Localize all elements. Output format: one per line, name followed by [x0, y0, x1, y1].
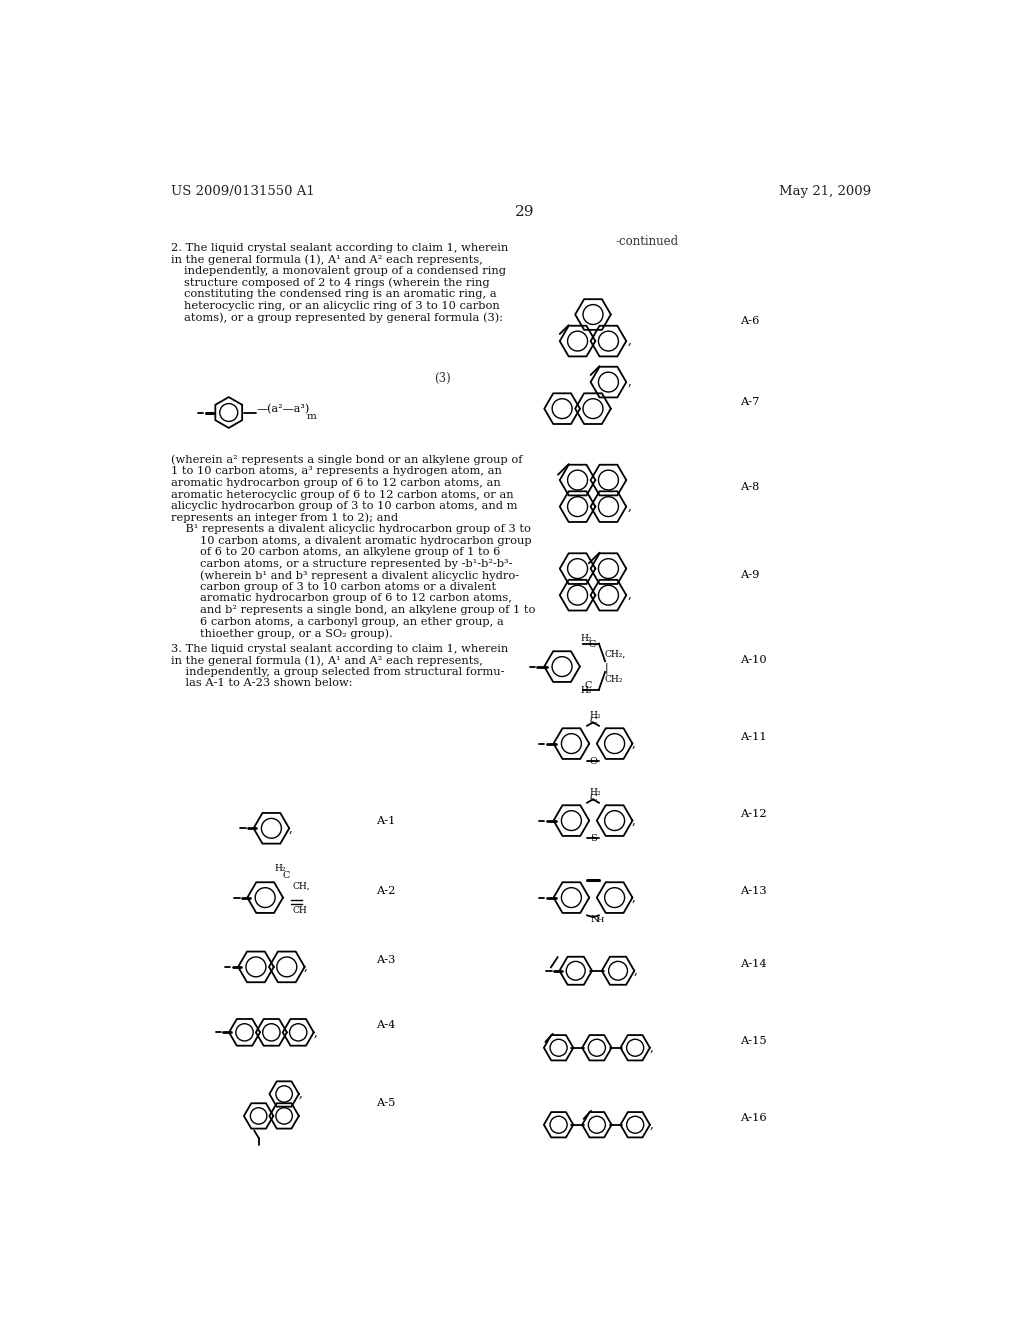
Text: represents an integer from 1 to 2); and: represents an integer from 1 to 2); and [171, 512, 397, 523]
Text: A-9: A-9 [740, 570, 760, 579]
Text: H₂: H₂ [590, 711, 601, 719]
Text: May 21, 2009: May 21, 2009 [779, 185, 871, 198]
Text: A-13: A-13 [740, 886, 767, 896]
Text: A-6: A-6 [740, 315, 760, 326]
Text: CH₂: CH₂ [604, 675, 623, 684]
Text: ,: , [289, 821, 292, 834]
Text: independently, a monovalent group of a condensed ring: independently, a monovalent group of a c… [183, 267, 506, 276]
Text: 1 to 10 carbon atoms, a³ represents a hydrogen atom, an: 1 to 10 carbon atoms, a³ represents a hy… [171, 466, 502, 477]
Text: H₂: H₂ [590, 788, 601, 797]
Text: heterocyclic ring, or an alicyclic ring of 3 to 10 carbon: heterocyclic ring, or an alicyclic ring … [183, 301, 500, 310]
Text: ,: , [632, 813, 636, 826]
Text: 2. The liquid crystal sealant according to claim 1, wherein: 2. The liquid crystal sealant according … [171, 243, 508, 253]
Text: B¹ represents a divalent alicyclic hydrocarbon group of 3 to: B¹ represents a divalent alicyclic hydro… [171, 524, 530, 535]
Text: ,: , [304, 960, 307, 973]
Text: C: C [590, 795, 597, 803]
Text: ,: , [649, 1041, 653, 1053]
Text: A-8: A-8 [740, 482, 760, 491]
Text: CH₂,: CH₂, [604, 649, 626, 659]
Text: ,: , [628, 334, 632, 347]
Text: S: S [590, 834, 597, 843]
Text: —(a²—a³): —(a²—a³) [257, 404, 310, 414]
Text: (wherein a² represents a single bond or an alkylene group of: (wherein a² represents a single bond or … [171, 455, 522, 466]
Text: A-1: A-1 [376, 817, 395, 826]
Text: (wherein b¹ and b³ represent a divalent alicyclic hydro-: (wherein b¹ and b³ represent a divalent … [171, 570, 519, 581]
Text: A-2: A-2 [376, 886, 395, 896]
Text: H₂: H₂ [581, 686, 592, 696]
Text: aromatic hydrocarbon group of 6 to 12 carbon atoms, an: aromatic hydrocarbon group of 6 to 12 ca… [171, 478, 501, 488]
Text: thioether group, or a SO₂ group).: thioether group, or a SO₂ group). [171, 628, 392, 639]
Text: and b² represents a single bond, an alkylene group of 1 to: and b² represents a single bond, an alky… [171, 605, 535, 615]
Text: 3. The liquid crystal sealant according to claim 1, wherein: 3. The liquid crystal sealant according … [171, 644, 508, 653]
Text: las A-1 to A-23 shown below:: las A-1 to A-23 shown below: [171, 678, 352, 688]
Text: 6 carbon atoms, a carbonyl group, an ether group, a: 6 carbon atoms, a carbonyl group, an eth… [171, 616, 504, 627]
Text: constituting the condensed ring is an aromatic ring, a: constituting the condensed ring is an ar… [183, 289, 497, 300]
Text: of 6 to 20 carbon atoms, an alkylene group of 1 to 6: of 6 to 20 carbon atoms, an alkylene gro… [171, 548, 500, 557]
Text: alicyclic hydrocarbon group of 3 to 10 carbon atoms, and m: alicyclic hydrocarbon group of 3 to 10 c… [171, 502, 517, 511]
Text: H₂: H₂ [581, 634, 592, 643]
Text: O: O [590, 756, 598, 766]
Text: H: H [597, 916, 604, 924]
Text: ,: , [628, 375, 632, 388]
Text: independently, a group selected from structural formu-: independently, a group selected from str… [171, 667, 504, 677]
Text: A-10: A-10 [740, 655, 767, 665]
Text: (3): (3) [434, 372, 451, 384]
Text: N: N [591, 915, 599, 924]
Text: |: | [604, 663, 608, 673]
Text: 10 carbon atoms, a divalent aromatic hydrocarbon group: 10 carbon atoms, a divalent aromatic hyd… [171, 536, 531, 545]
Text: ,: , [628, 500, 632, 512]
Text: ,: , [298, 1088, 302, 1100]
Text: A-12: A-12 [740, 809, 767, 818]
Text: CH,: CH, [293, 882, 310, 891]
Text: C: C [590, 717, 597, 726]
Text: 29: 29 [515, 205, 535, 219]
Text: H₂: H₂ [274, 865, 287, 873]
Text: m: m [306, 412, 316, 421]
Text: carbon atoms, or a structure represented by -b¹-b²-b³-: carbon atoms, or a structure represented… [171, 558, 512, 569]
Text: ,: , [634, 964, 638, 977]
Text: ,: , [632, 737, 636, 750]
Text: A-15: A-15 [740, 1036, 767, 1045]
Text: structure composed of 2 to 4 rings (wherein the ring: structure composed of 2 to 4 rings (wher… [183, 277, 489, 288]
Text: C: C [588, 640, 595, 649]
Text: in the general formula (1), A¹ and A² each represents,: in the general formula (1), A¹ and A² ea… [171, 655, 482, 665]
Text: A-4: A-4 [376, 1020, 395, 1031]
Text: C: C [585, 681, 592, 690]
Text: US 2009/0131550 A1: US 2009/0131550 A1 [171, 185, 314, 198]
Text: ,: , [313, 1026, 317, 1039]
Text: A-16: A-16 [740, 1113, 767, 1123]
Text: aromatic heterocyclic group of 6 to 12 carbon atoms, or an: aromatic heterocyclic group of 6 to 12 c… [171, 490, 513, 499]
Text: carbon group of 3 to 10 carbon atoms or a divalent: carbon group of 3 to 10 carbon atoms or … [171, 582, 496, 591]
Text: in the general formula (1), A¹ and A² each represents,: in the general formula (1), A¹ and A² ea… [171, 255, 482, 265]
Text: A-11: A-11 [740, 731, 767, 742]
Text: -continued: -continued [615, 235, 679, 248]
Text: A-14: A-14 [740, 958, 767, 969]
Text: atoms), or a group represented by general formula (3):: atoms), or a group represented by genera… [183, 313, 503, 323]
Text: A-7: A-7 [740, 397, 760, 407]
Text: ,: , [649, 1118, 653, 1131]
Text: A-5: A-5 [376, 1097, 395, 1107]
Text: C: C [282, 871, 290, 880]
Text: A-3: A-3 [376, 956, 395, 965]
Text: CH: CH [293, 906, 307, 915]
Text: aromatic hydrocarbon group of 6 to 12 carbon atoms,: aromatic hydrocarbon group of 6 to 12 ca… [171, 594, 512, 603]
Text: ,: , [628, 589, 632, 602]
Text: ,: , [632, 891, 636, 904]
